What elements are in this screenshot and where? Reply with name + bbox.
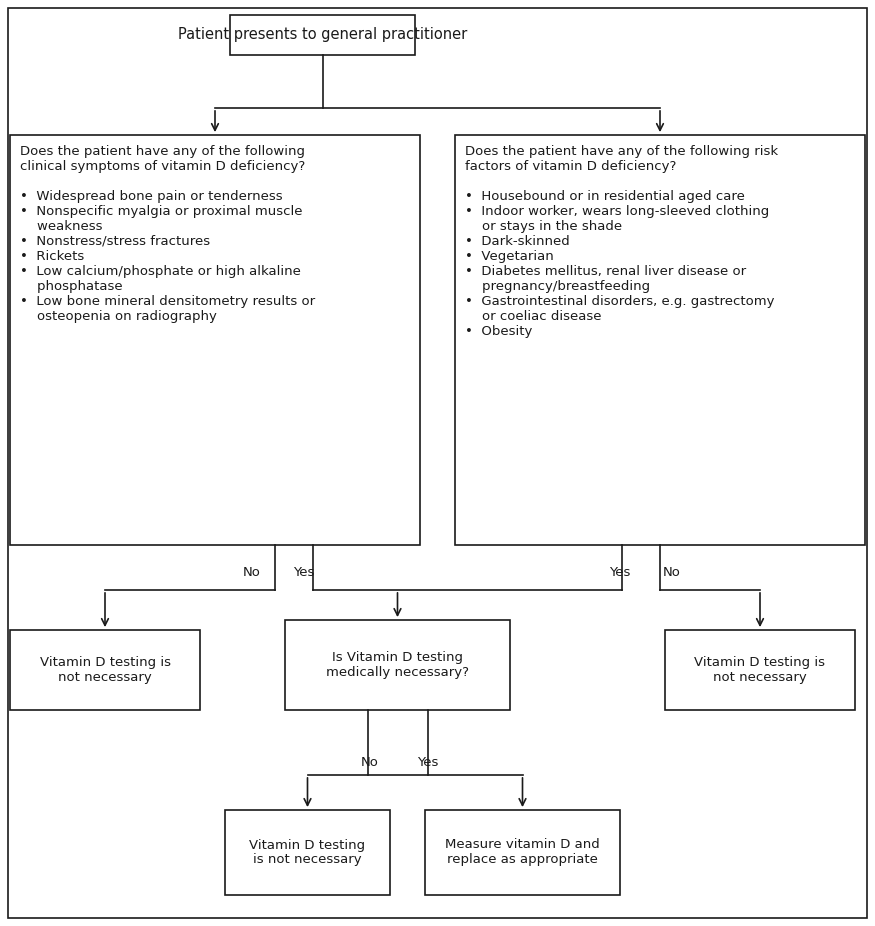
Bar	[230, 15, 415, 55]
Bar	[455, 135, 865, 545]
Text: No: No	[361, 756, 379, 769]
Bar	[425, 810, 620, 895]
Text: Does the patient have any of the following
clinical symptoms of vitamin D defici: Does the patient have any of the followi…	[20, 145, 315, 323]
Text: Yes: Yes	[417, 756, 438, 769]
Text: Vitamin D testing is
not necessary: Vitamin D testing is not necessary	[39, 656, 171, 684]
Text: Yes: Yes	[609, 566, 631, 579]
Bar	[665, 630, 855, 710]
Text: No: No	[243, 566, 261, 579]
Text: Yes: Yes	[293, 566, 315, 579]
Bar	[225, 810, 390, 895]
Text: Vitamin D testing is
not necessary: Vitamin D testing is not necessary	[695, 656, 825, 684]
Text: Is Vitamin D testing
medically necessary?: Is Vitamin D testing medically necessary…	[326, 651, 469, 679]
Text: Vitamin D testing
is not necessary: Vitamin D testing is not necessary	[249, 839, 366, 867]
Bar	[285, 620, 510, 710]
Text: Patient presents to general practitioner: Patient presents to general practitioner	[178, 28, 467, 43]
Text: Measure vitamin D and
replace as appropriate: Measure vitamin D and replace as appropr…	[445, 839, 600, 867]
Text: No: No	[663, 566, 681, 579]
Bar	[10, 135, 420, 545]
Text: Does the patient have any of the following risk
factors of vitamin D deficiency?: Does the patient have any of the followi…	[465, 145, 778, 338]
Bar	[10, 630, 200, 710]
